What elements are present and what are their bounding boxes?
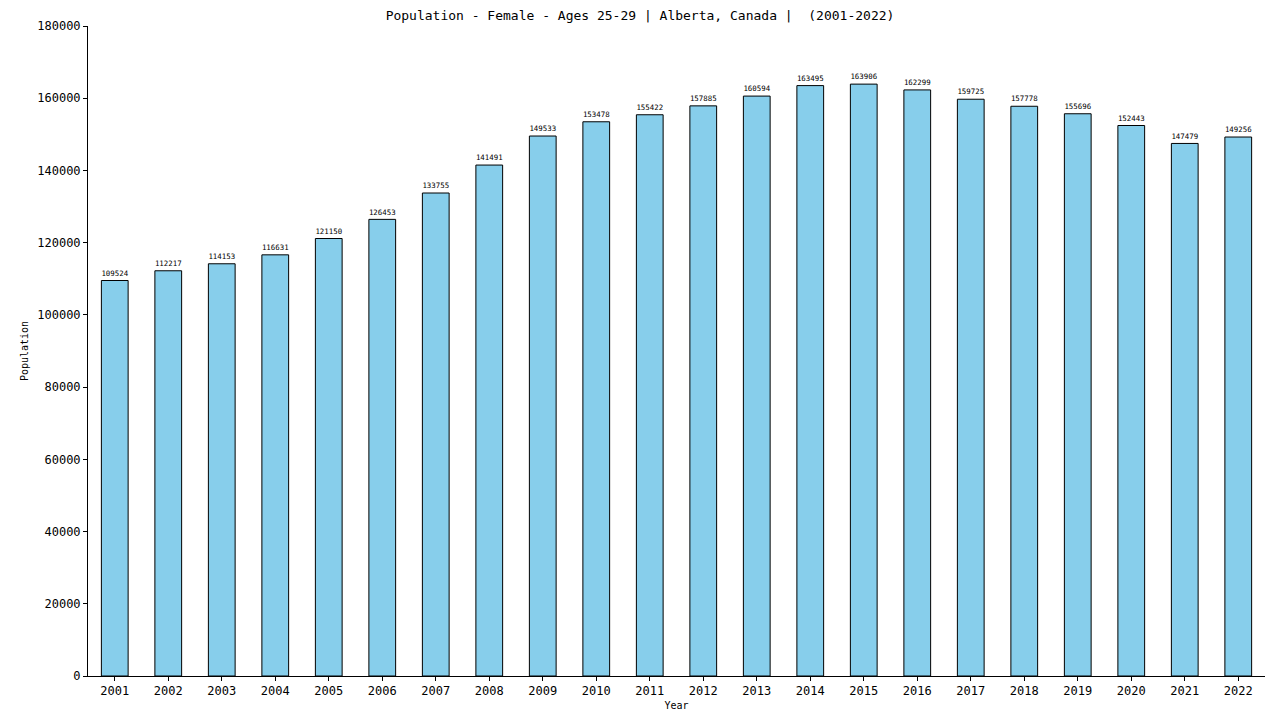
svg-text:2001: 2001 xyxy=(100,684,129,698)
svg-text:40000: 40000 xyxy=(44,525,80,539)
svg-text:2003: 2003 xyxy=(207,684,236,698)
svg-text:162299: 162299 xyxy=(904,78,931,87)
svg-text:149256: 149256 xyxy=(1225,125,1252,134)
svg-text:2004: 2004 xyxy=(261,684,290,698)
svg-text:112217: 112217 xyxy=(155,259,182,268)
svg-text:155422: 155422 xyxy=(636,103,663,112)
svg-text:160000: 160000 xyxy=(37,91,80,105)
svg-text:2017: 2017 xyxy=(956,684,985,698)
svg-text:109524: 109524 xyxy=(101,269,128,278)
svg-text:2014: 2014 xyxy=(796,684,825,698)
svg-text:2018: 2018 xyxy=(1010,684,1039,698)
svg-text:2021: 2021 xyxy=(1170,684,1199,698)
svg-text:180000: 180000 xyxy=(37,19,80,33)
svg-text:2002: 2002 xyxy=(154,684,183,698)
svg-text:80000: 80000 xyxy=(44,380,80,394)
svg-text:159725: 159725 xyxy=(957,87,984,96)
svg-text:2022: 2022 xyxy=(1224,684,1253,698)
svg-text:149533: 149533 xyxy=(529,124,556,133)
svg-text:100000: 100000 xyxy=(37,308,80,322)
svg-text:0: 0 xyxy=(73,669,80,683)
svg-text:116631: 116631 xyxy=(262,243,289,252)
svg-text:126453: 126453 xyxy=(369,208,396,217)
svg-text:163906: 163906 xyxy=(850,72,877,81)
svg-text:147479: 147479 xyxy=(1171,132,1198,141)
svg-text:20000: 20000 xyxy=(44,597,80,611)
svg-text:2015: 2015 xyxy=(849,684,878,698)
svg-text:2013: 2013 xyxy=(742,684,771,698)
svg-text:2006: 2006 xyxy=(368,684,397,698)
svg-text:Population - Female - Ages 25-: Population - Female - Ages 25-29 | Alber… xyxy=(386,8,895,23)
svg-text:2005: 2005 xyxy=(314,684,343,698)
svg-text:141491: 141491 xyxy=(476,153,503,162)
svg-text:133755: 133755 xyxy=(422,181,449,190)
svg-text:114153: 114153 xyxy=(208,252,235,261)
svg-text:2016: 2016 xyxy=(903,684,932,698)
svg-text:Population: Population xyxy=(19,321,30,381)
svg-text:60000: 60000 xyxy=(44,453,80,467)
svg-text:140000: 140000 xyxy=(37,164,80,178)
svg-text:120000: 120000 xyxy=(37,236,80,250)
svg-text:2009: 2009 xyxy=(528,684,557,698)
svg-text:2010: 2010 xyxy=(582,684,611,698)
svg-text:152443: 152443 xyxy=(1118,114,1145,123)
svg-text:121150: 121150 xyxy=(315,227,342,236)
svg-text:155696: 155696 xyxy=(1064,102,1091,111)
svg-text:2012: 2012 xyxy=(689,684,718,698)
svg-text:2019: 2019 xyxy=(1063,684,1092,698)
svg-text:163495: 163495 xyxy=(797,74,824,83)
svg-text:2007: 2007 xyxy=(421,684,450,698)
svg-text:2020: 2020 xyxy=(1117,684,1146,698)
svg-text:160594: 160594 xyxy=(743,84,770,93)
svg-text:2008: 2008 xyxy=(475,684,504,698)
svg-text:157778: 157778 xyxy=(1011,94,1038,103)
svg-text:153478: 153478 xyxy=(583,110,610,119)
svg-text:157885: 157885 xyxy=(690,94,717,103)
svg-text:Year: Year xyxy=(664,700,688,711)
svg-text:2011: 2011 xyxy=(635,684,664,698)
